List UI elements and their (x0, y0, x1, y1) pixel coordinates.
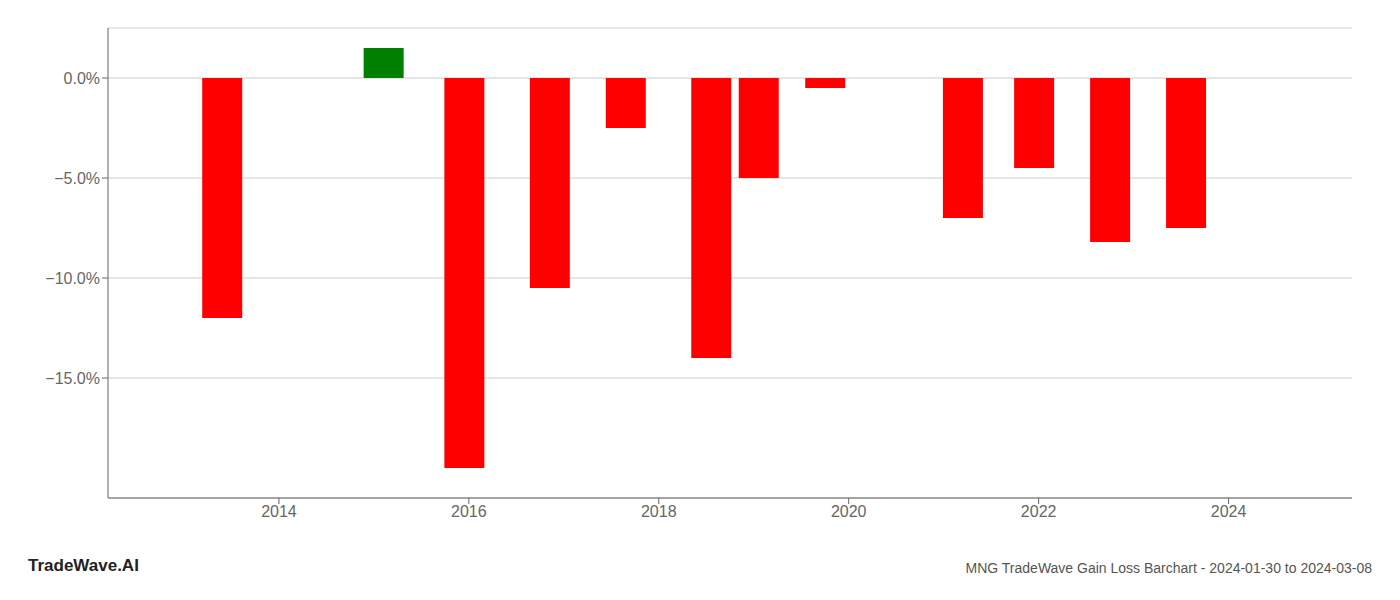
svg-text:−15.0%: −15.0% (45, 370, 100, 387)
svg-text:0.0%: 0.0% (64, 70, 100, 87)
svg-text:2020: 2020 (831, 503, 867, 520)
html-text:MNG TradeWave Gain Loss Barcha: MNG TradeWave Gain Loss Barchart - 2024-… (965, 560, 1372, 576)
svg-text:2022: 2022 (1021, 503, 1057, 520)
svg-text:−5.0%: −5.0% (54, 170, 100, 187)
svg-text:2018: 2018 (641, 503, 677, 520)
svg-text:2016: 2016 (451, 503, 487, 520)
svg-text:−10.0%: −10.0% (45, 270, 100, 287)
svg-text:2014: 2014 (261, 503, 297, 520)
svg-text:2024: 2024 (1211, 503, 1247, 520)
html-text:TradeWave.AI: TradeWave.AI (28, 556, 139, 575)
